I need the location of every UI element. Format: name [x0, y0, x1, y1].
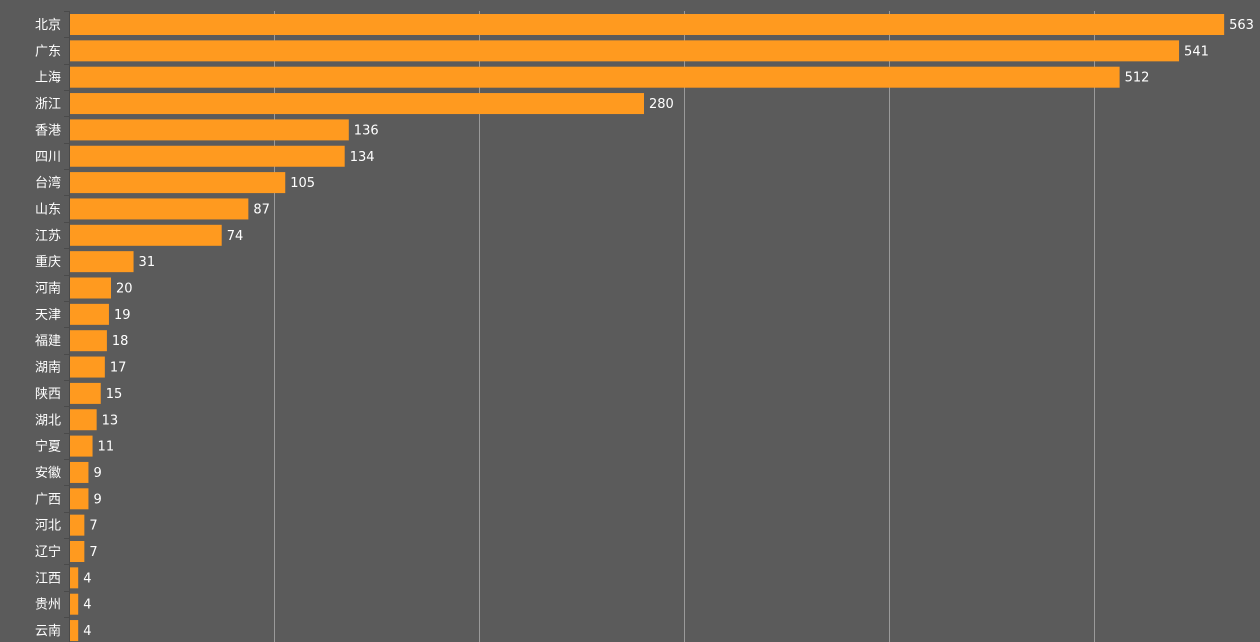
value-label: 87	[253, 202, 270, 217]
category-label: 香港	[35, 123, 61, 138]
value-label: 7	[89, 545, 97, 560]
bar-四川	[70, 145, 345, 167]
value-label: 18	[112, 334, 129, 349]
bar-上海	[70, 66, 1120, 88]
value-label: 15	[106, 387, 123, 402]
value-label: 13	[102, 413, 119, 428]
category-label: 重庆	[35, 254, 61, 270]
value-label: 136	[354, 123, 379, 138]
bar-广东	[70, 40, 1180, 62]
category-label: 江西	[35, 571, 61, 586]
bar-浙江	[70, 93, 644, 115]
bar-云南	[70, 620, 79, 642]
value-label: 20	[116, 282, 133, 297]
bar-安徽	[70, 461, 89, 483]
bar-江苏	[70, 224, 222, 246]
bar-江西	[70, 567, 79, 589]
category-label: 辽宁	[35, 544, 61, 560]
bar-香港	[70, 119, 349, 141]
bar-天津	[70, 303, 109, 325]
category-label: 河北	[35, 519, 61, 534]
category-axis	[64, 11, 70, 642]
category-label: 宁夏	[35, 439, 61, 455]
bars	[70, 14, 1225, 642]
bar-湖北	[70, 409, 97, 431]
category-label: 福建	[35, 334, 61, 349]
value-label: 11	[98, 440, 115, 455]
bar-福建	[70, 330, 107, 352]
category-label: 广东	[35, 44, 61, 59]
value-label: 74	[227, 229, 244, 244]
bar-山东	[70, 198, 249, 220]
category-label: 云南	[35, 623, 61, 639]
category-label: 湖北	[35, 413, 61, 428]
value-label: 19	[114, 308, 131, 323]
value-label: 4	[83, 571, 91, 586]
category-label: 江苏	[35, 228, 61, 244]
category-label: 台湾	[35, 175, 61, 191]
value-label: 134	[350, 150, 375, 165]
value-labels: 5635415122801361341058774312019181715131…	[83, 18, 1254, 639]
category-labels: 北京广东上海浙江香港四川台湾山东江苏重庆河南天津福建湖南陕西湖北宁夏安徽广西河北…	[35, 18, 61, 639]
value-label: 105	[290, 176, 315, 191]
bar-宁夏	[70, 435, 93, 457]
category-label: 广西	[35, 492, 61, 507]
bar-陕西	[70, 382, 101, 404]
value-label: 7	[89, 519, 97, 534]
bar-广西	[70, 488, 89, 510]
category-label: 浙江	[35, 97, 61, 112]
gridlines	[274, 11, 1095, 642]
value-label: 17	[110, 361, 127, 376]
bar-湖南	[70, 356, 105, 378]
value-label: 541	[1184, 44, 1209, 59]
category-label: 湖南	[35, 360, 61, 376]
category-label: 贵州	[35, 598, 61, 613]
value-label: 9	[93, 492, 101, 507]
category-label: 四川	[35, 150, 61, 165]
value-label: 512	[1125, 71, 1150, 86]
category-label: 天津	[35, 308, 61, 323]
category-label: 陕西	[35, 387, 61, 402]
bar-重庆	[70, 251, 134, 273]
value-label: 31	[139, 255, 156, 270]
value-label: 280	[649, 97, 674, 112]
category-label: 河南	[35, 281, 61, 297]
bar-河北	[70, 514, 85, 536]
category-label: 山东	[35, 202, 61, 217]
value-label: 9	[93, 466, 101, 481]
category-label: 北京	[35, 18, 61, 33]
value-label: 563	[1229, 18, 1254, 33]
bar-河南	[70, 277, 111, 299]
bar-北京	[70, 14, 1225, 35]
category-label: 上海	[35, 71, 61, 86]
bar-台湾	[70, 172, 286, 194]
category-label: 安徽	[35, 466, 61, 481]
bar-贵州	[70, 593, 79, 615]
value-label: 4	[83, 598, 91, 613]
bar-辽宁	[70, 541, 85, 562]
value-label: 4	[83, 624, 91, 639]
